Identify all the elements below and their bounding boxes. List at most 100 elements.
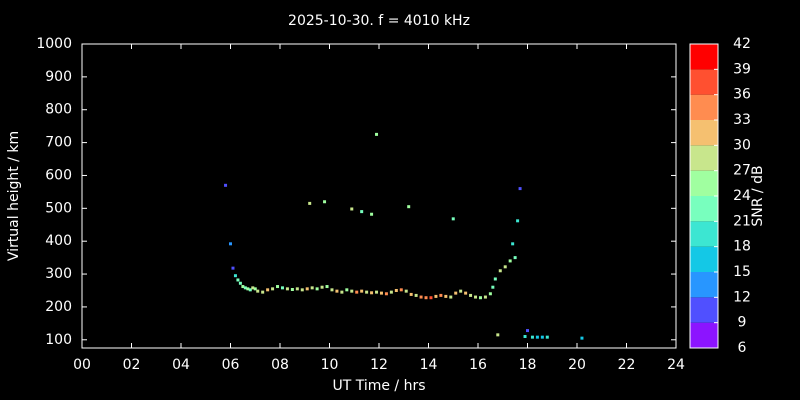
point bbox=[224, 183, 228, 187]
y-tick-label: 200 bbox=[45, 299, 72, 315]
colorbar-block bbox=[690, 145, 718, 171]
point bbox=[350, 289, 354, 293]
x-axis-label: UT Time / hrs bbox=[332, 378, 425, 394]
point bbox=[295, 287, 299, 291]
point bbox=[379, 291, 383, 295]
x-tick-label: 20 bbox=[568, 357, 586, 373]
point bbox=[496, 333, 500, 337]
point bbox=[355, 290, 359, 294]
x-tick-label: 00 bbox=[73, 357, 91, 373]
x-tick-label: 16 bbox=[469, 357, 487, 373]
x-tick-label: 14 bbox=[420, 357, 438, 373]
x-tick-label: 24 bbox=[667, 357, 685, 373]
point bbox=[498, 269, 502, 273]
point bbox=[300, 288, 304, 292]
colorbar-tick-label: 39 bbox=[733, 61, 751, 77]
point bbox=[238, 281, 242, 285]
point bbox=[241, 285, 245, 289]
point bbox=[511, 242, 515, 246]
point bbox=[526, 329, 529, 333]
colorbar-block bbox=[690, 69, 718, 95]
point bbox=[365, 290, 369, 294]
point bbox=[516, 219, 520, 223]
point bbox=[236, 278, 240, 282]
point bbox=[503, 265, 507, 269]
point bbox=[253, 287, 257, 291]
point bbox=[325, 285, 329, 289]
point bbox=[424, 296, 428, 300]
point bbox=[305, 287, 309, 291]
point bbox=[580, 336, 584, 340]
colorbar-tick-label: 12 bbox=[733, 289, 751, 305]
point bbox=[323, 200, 327, 204]
point bbox=[419, 295, 423, 299]
point bbox=[384, 292, 388, 296]
point bbox=[478, 296, 482, 300]
colorbar-tick-label: 42 bbox=[733, 36, 751, 52]
colorbar-block bbox=[690, 120, 718, 146]
y-tick-label: 600 bbox=[45, 167, 72, 183]
point bbox=[360, 289, 364, 293]
point bbox=[444, 294, 448, 298]
x-tick-label: 04 bbox=[172, 357, 190, 373]
point bbox=[474, 295, 478, 299]
point bbox=[523, 334, 527, 338]
point bbox=[345, 288, 349, 292]
point bbox=[310, 286, 314, 290]
point bbox=[434, 294, 438, 298]
point bbox=[540, 335, 544, 339]
point bbox=[491, 285, 495, 289]
colorbar-block bbox=[690, 246, 718, 272]
point bbox=[370, 291, 374, 295]
colorbar-tick-label: 33 bbox=[733, 112, 751, 128]
point bbox=[370, 212, 374, 216]
point bbox=[483, 295, 487, 299]
colorbar-block bbox=[690, 322, 718, 348]
y-axis-label: Virtual height / km bbox=[6, 131, 22, 261]
point bbox=[231, 266, 235, 270]
x-tick-label: 02 bbox=[123, 357, 141, 373]
point bbox=[399, 288, 403, 292]
point bbox=[243, 286, 247, 290]
point bbox=[459, 289, 463, 293]
colorbar-block bbox=[690, 221, 718, 247]
x-tick-label: 06 bbox=[222, 357, 240, 373]
point bbox=[375, 132, 379, 136]
y-tick-label: 800 bbox=[45, 102, 72, 118]
colorbar-tick-label: 21 bbox=[733, 213, 751, 229]
colorbar-block bbox=[690, 94, 718, 120]
point bbox=[404, 289, 408, 293]
colorbar-block bbox=[690, 44, 718, 70]
y-tick-label: 500 bbox=[45, 200, 72, 216]
point bbox=[518, 187, 522, 191]
point bbox=[261, 290, 265, 294]
colorbar-tick-label: 15 bbox=[733, 264, 751, 280]
point bbox=[229, 242, 232, 246]
point bbox=[464, 291, 468, 295]
colorbar-tick-label: 6 bbox=[738, 340, 747, 356]
point bbox=[530, 335, 534, 339]
point bbox=[308, 201, 312, 205]
point bbox=[493, 277, 497, 281]
point bbox=[429, 296, 433, 300]
point bbox=[285, 287, 289, 291]
point bbox=[508, 259, 512, 263]
point bbox=[246, 287, 250, 291]
point bbox=[251, 286, 255, 290]
colorbar-label: SNR / dB bbox=[750, 165, 766, 226]
point bbox=[375, 290, 379, 294]
colorbar-block bbox=[690, 272, 718, 298]
colorbar-tick-label: 30 bbox=[733, 137, 751, 153]
point bbox=[414, 293, 418, 297]
point bbox=[320, 285, 324, 289]
point bbox=[409, 292, 413, 296]
y-tick-label: 100 bbox=[45, 332, 72, 348]
point bbox=[449, 295, 453, 299]
y-tick-label: 700 bbox=[45, 135, 72, 151]
point bbox=[256, 289, 260, 293]
point bbox=[271, 287, 275, 291]
point bbox=[439, 293, 443, 297]
point bbox=[389, 290, 393, 294]
colorbar-block bbox=[690, 170, 718, 196]
